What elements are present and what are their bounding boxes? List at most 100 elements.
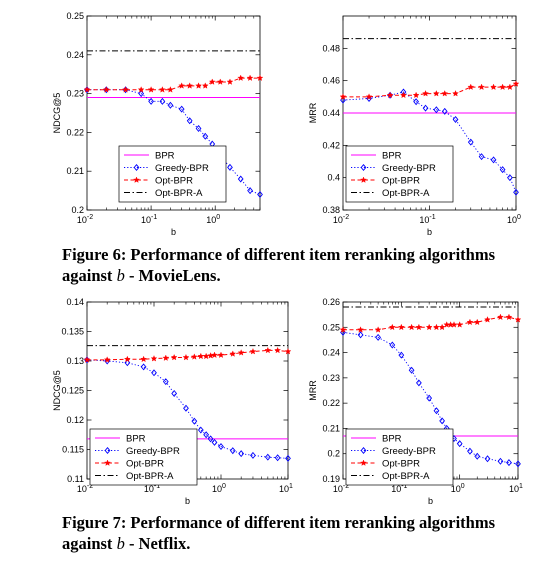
- data-point: [182, 353, 190, 361]
- data-point: [467, 447, 473, 455]
- data-point: [159, 97, 166, 105]
- data-point: [408, 366, 415, 374]
- x-tick-exponent: 0: [216, 214, 220, 221]
- data-point: [102, 86, 110, 93]
- data-point: [226, 78, 234, 85]
- data-point: [170, 353, 178, 361]
- data-point: [178, 82, 186, 89]
- x-tick-mantissa: 10: [141, 215, 151, 225]
- y-tick-label: 0.21: [322, 423, 340, 433]
- data-point: [357, 326, 364, 333]
- data-point: [441, 107, 448, 115]
- data-point: [456, 440, 463, 448]
- x-tick-mantissa: 10: [279, 484, 289, 494]
- series-line: [87, 77, 260, 91]
- data-point: [191, 417, 198, 425]
- x-tick-exponent: -1: [154, 483, 160, 490]
- data-point: [207, 435, 214, 443]
- series-line: [343, 316, 519, 331]
- data-point: [484, 316, 491, 323]
- series-opt-bpr: [83, 346, 292, 363]
- data-point: [216, 78, 224, 85]
- series-line: [342, 91, 517, 193]
- legend-entry: Opt-BPR-A: [126, 471, 174, 482]
- y-tick-label: 0.44: [322, 108, 340, 118]
- data-point: [497, 457, 504, 465]
- x-tick-exponent: 1: [289, 483, 293, 490]
- data-point: [211, 351, 218, 358]
- data-point: [474, 452, 481, 460]
- data-point: [246, 74, 254, 81]
- x-tick-exponent: 0: [461, 483, 465, 490]
- data-point: [497, 313, 504, 321]
- legend-entry: Greedy-BPR: [126, 446, 180, 457]
- x-tick-mantissa: 10: [333, 215, 343, 225]
- x-tick-label: 10-2: [77, 483, 93, 494]
- data-point: [439, 417, 445, 425]
- legend-entry: BPR: [126, 433, 146, 444]
- y-tick-label: 0.12: [66, 415, 84, 425]
- data-point: [195, 82, 202, 89]
- data-point: [507, 174, 513, 182]
- data-point: [103, 356, 111, 363]
- y-axis-label: NDCG@5: [52, 93, 62, 134]
- data-point: [499, 166, 506, 174]
- series-opt-bpr: [339, 80, 520, 100]
- data-point: [150, 355, 158, 362]
- y-tick-label: 0.115: [62, 445, 84, 455]
- figure-7-caption-dataset: - Netflix.: [124, 534, 191, 553]
- data-point: [490, 156, 497, 164]
- series-line: [343, 83, 517, 98]
- data-point: [257, 190, 263, 198]
- y-tick-label: 0.24: [322, 348, 340, 358]
- data-point: [227, 163, 233, 171]
- data-point: [484, 455, 491, 463]
- x-tick-label: 10-1: [141, 214, 157, 225]
- data-point: [389, 341, 396, 349]
- movielens-ndcg-chart: 10-2 10-1 1000.20.210.220.230.240.25bNDCG@…: [52, 11, 264, 237]
- data-point: [171, 389, 178, 397]
- legend-entry: Opt-BPR: [382, 458, 420, 469]
- x-tick-mantissa: 10: [509, 484, 519, 494]
- x-tick-exponent: -2: [87, 483, 93, 490]
- y-axis-label: NDCG@5: [52, 370, 62, 411]
- legend-entry: BPR: [382, 150, 402, 161]
- x-tick-label: 100: [451, 483, 465, 494]
- legend-marker: [133, 176, 140, 183]
- figure-6-caption: Figure 6: Performance of different item …: [62, 244, 544, 286]
- legend-entry: BPR: [382, 433, 402, 444]
- x-tick-label: 10-2: [77, 214, 93, 225]
- data-point: [456, 321, 464, 328]
- x-tick-mantissa: 10: [333, 484, 343, 494]
- x-tick-mantissa: 10: [451, 484, 461, 494]
- legend-entry: Opt-BPR-A: [382, 188, 430, 199]
- x-tick-label: 101: [279, 483, 293, 494]
- x-tick-mantissa: 10: [391, 484, 401, 494]
- legend-entry: Greedy-BPR: [382, 446, 436, 457]
- legend-marker: [104, 446, 111, 455]
- y-tick-label: 0.23: [322, 373, 340, 383]
- data-point: [238, 450, 245, 458]
- x-tick-exponent: 0: [222, 483, 226, 490]
- x-tick-mantissa: 10: [212, 484, 222, 494]
- y-tick-label: 0.2: [71, 205, 84, 215]
- data-point: [186, 82, 194, 89]
- data-point: [208, 78, 216, 85]
- data-point: [211, 438, 218, 446]
- data-point: [122, 86, 129, 93]
- data-point: [512, 80, 520, 87]
- data-point: [450, 321, 458, 328]
- legend-entry: Greedy-BPR: [155, 163, 209, 174]
- data-point: [186, 117, 193, 125]
- data-point: [137, 86, 145, 93]
- data-point: [506, 83, 514, 91]
- y-tick-label: 0.14: [66, 297, 84, 307]
- data-point: [339, 93, 347, 100]
- y-tick-label: 0.4: [327, 173, 340, 183]
- data-point: [433, 106, 440, 114]
- data-point: [408, 323, 415, 331]
- data-point: [249, 348, 257, 355]
- x-tick-mantissa: 10: [77, 484, 87, 494]
